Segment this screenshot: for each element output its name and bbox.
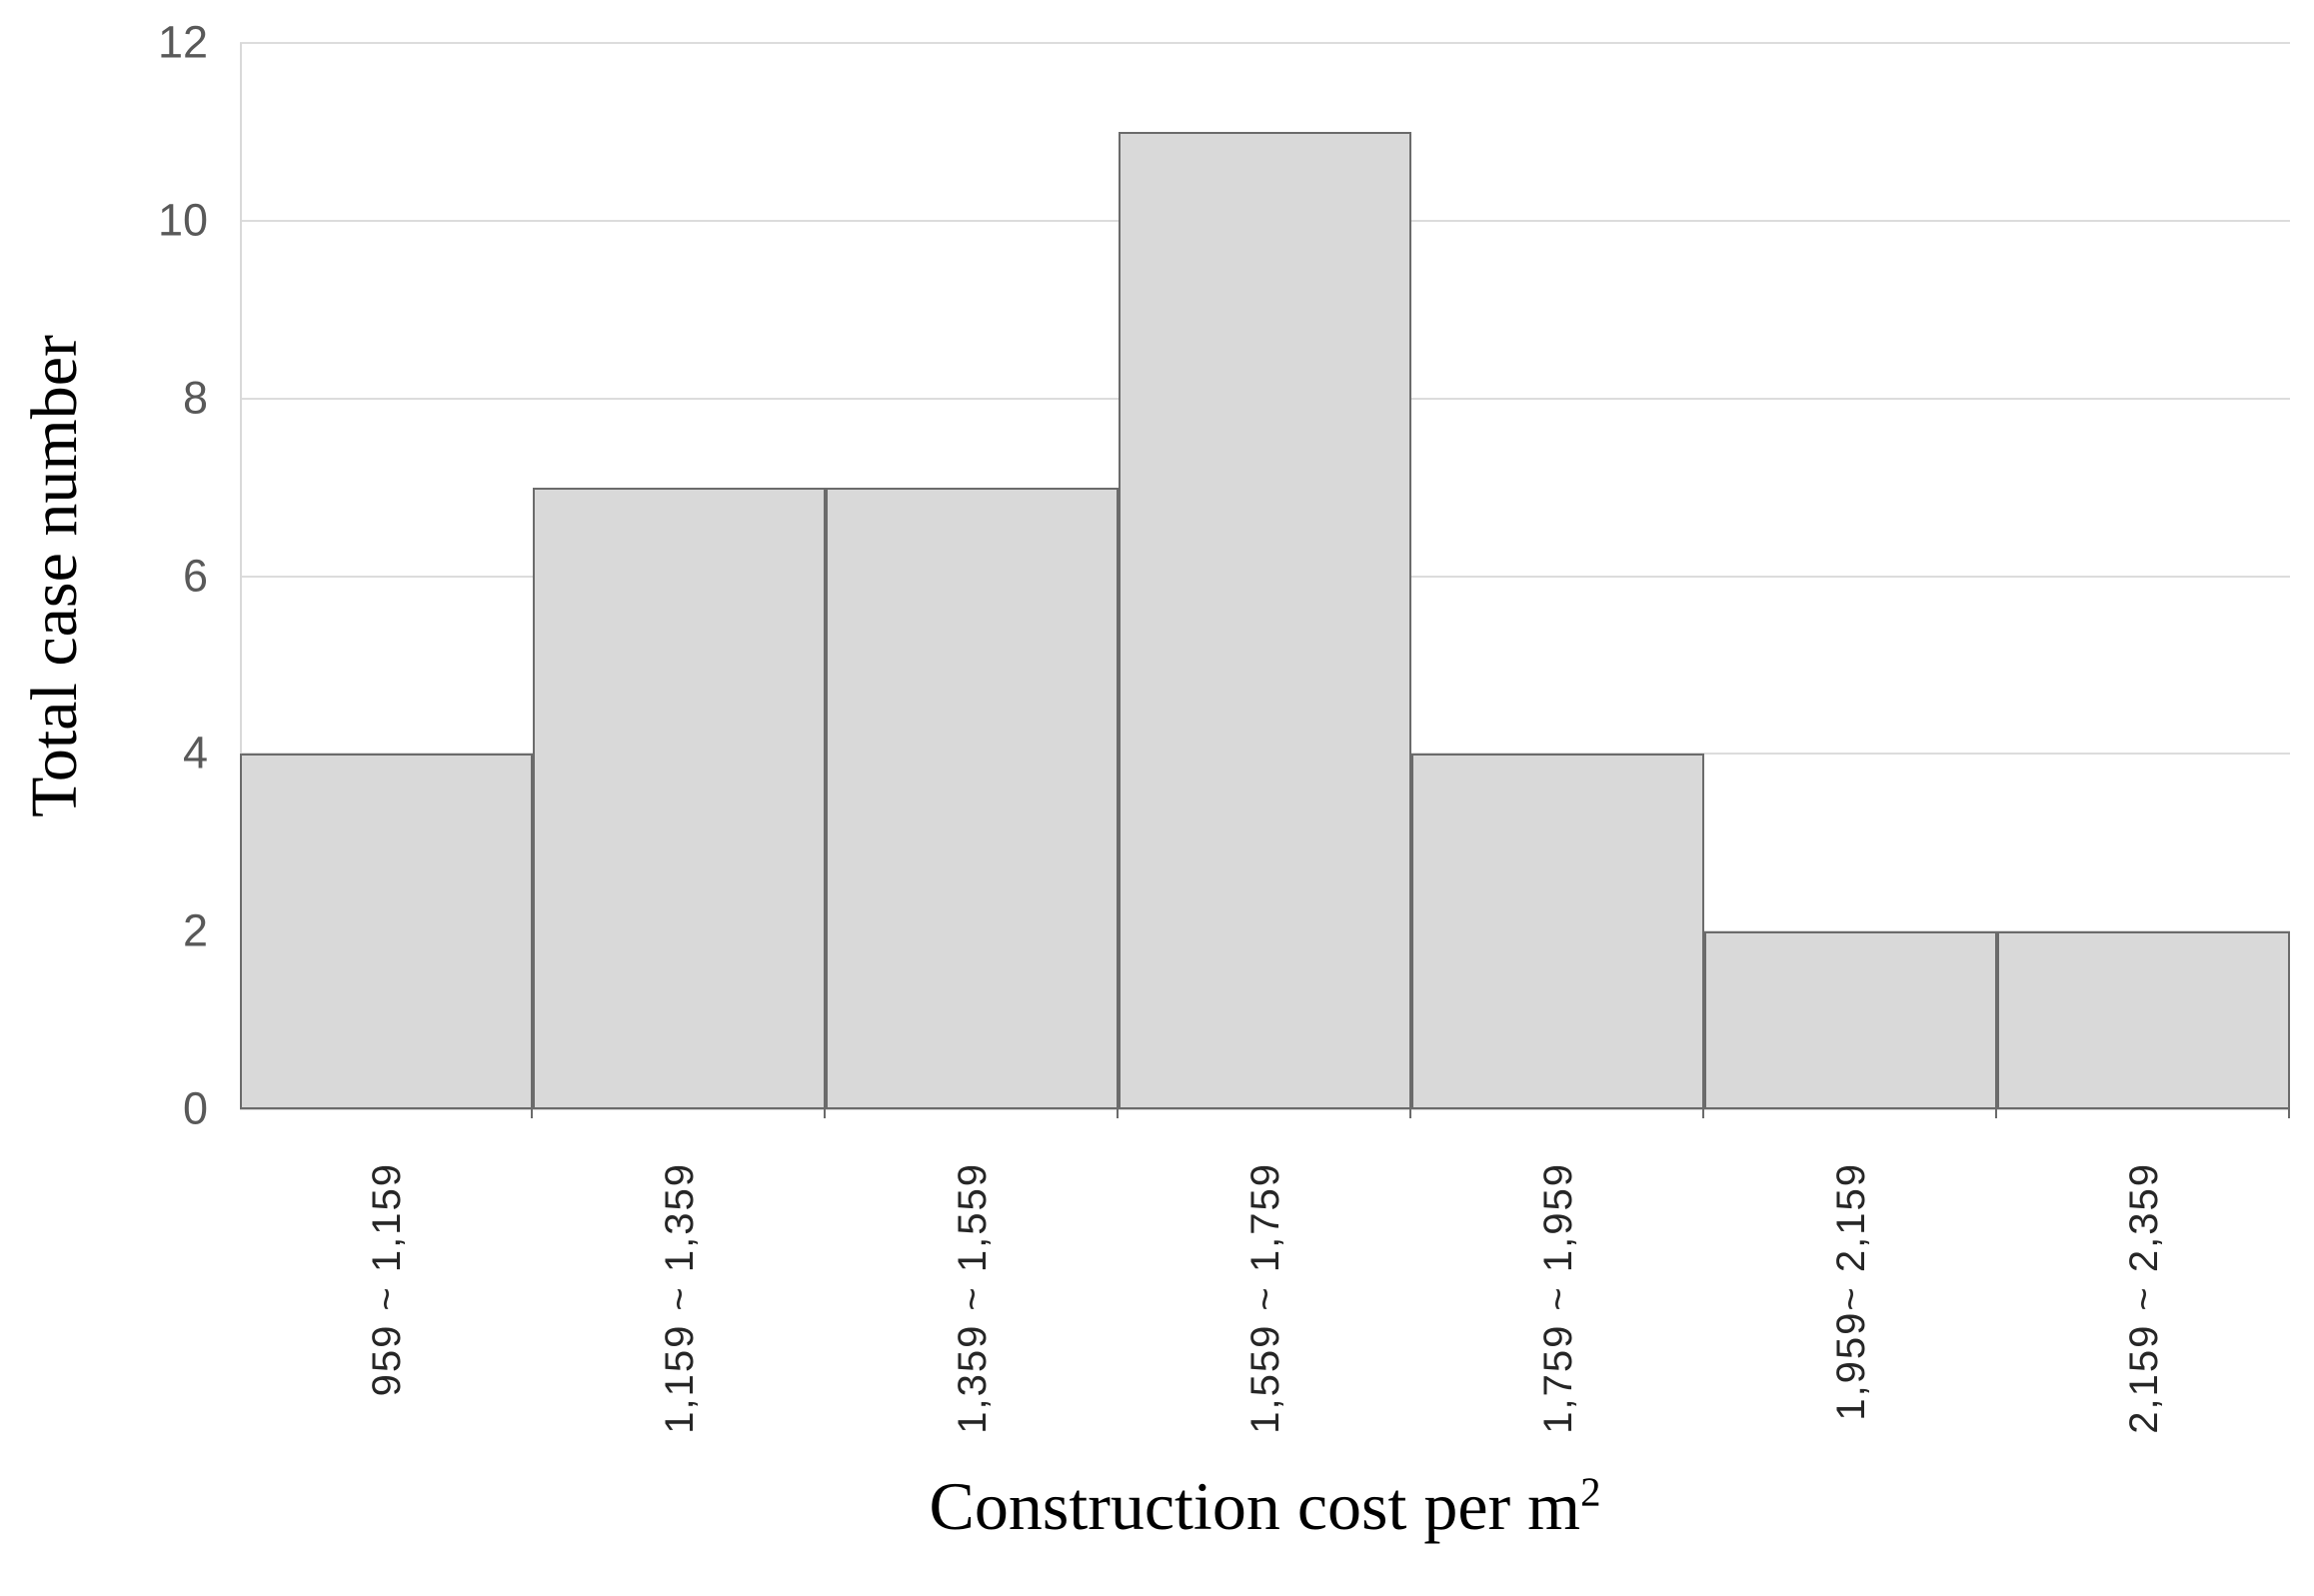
bar — [1411, 754, 1704, 1109]
plot-area — [240, 42, 2290, 1118]
x-tick-mark — [1995, 1109, 1997, 1118]
y-tick-label: 4 — [182, 727, 208, 779]
bar — [1119, 131, 1411, 1109]
x-tick-mark — [1409, 1109, 1411, 1118]
x-tick-mark — [824, 1109, 826, 1118]
y-tick-label: 2 — [182, 904, 208, 956]
bar — [1997, 931, 2290, 1109]
x-tick-mark — [1702, 1109, 1704, 1118]
x-tick-mark — [2288, 1109, 2290, 1118]
x-axis-line — [240, 1108, 2290, 1110]
y-tick-label: 8 — [182, 372, 208, 424]
x-axis-title-superscript: 2 — [1580, 1469, 1601, 1515]
y-tick-label: 10 — [157, 194, 208, 246]
y-axis-line — [240, 43, 242, 1109]
bars-container — [240, 43, 2290, 1109]
x-axis-title: Construction cost per m2 — [240, 1467, 2290, 1546]
bar — [1704, 931, 1997, 1109]
y-tick-label: 6 — [182, 550, 208, 602]
x-axis-title-text: Construction cost per m — [929, 1468, 1581, 1544]
x-tick-mark — [531, 1109, 533, 1118]
y-axis-tick-labels: 0 2 4 6 8 10 12 — [0, 20, 208, 1131]
y-tick-label: 0 — [182, 1082, 208, 1134]
bar — [826, 487, 1119, 1109]
y-tick-label: 12 — [157, 16, 208, 68]
x-tick-mark — [1117, 1109, 1119, 1118]
gridline — [240, 42, 2290, 44]
bar — [533, 487, 826, 1109]
bar — [240, 754, 533, 1109]
